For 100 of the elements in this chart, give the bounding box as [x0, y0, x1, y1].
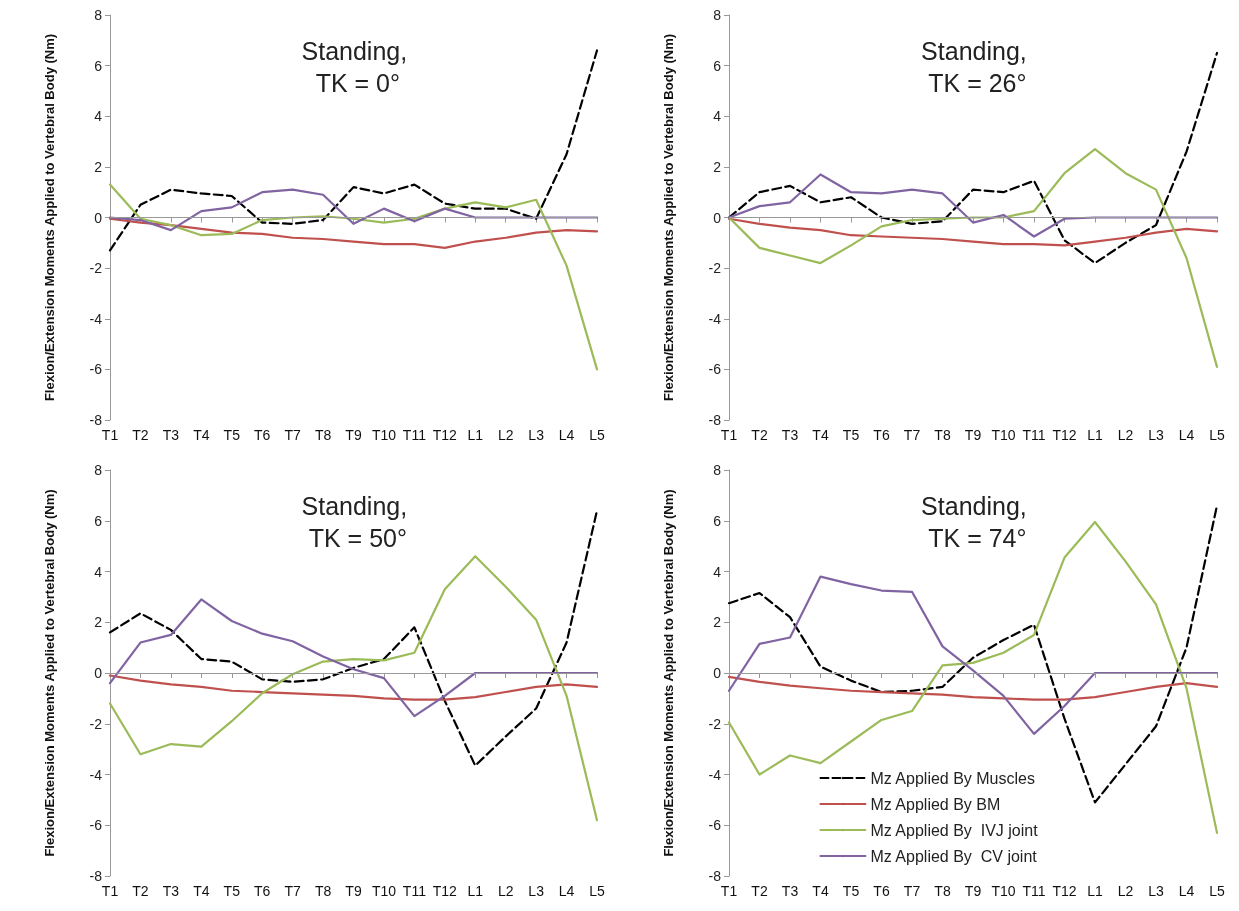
x-tick-label: T3: [781, 427, 799, 443]
x-tick-label: T8: [934, 883, 951, 899]
x-tick-label: T4: [193, 427, 210, 443]
y-tick-label: 2: [713, 614, 722, 631]
x-tick-label: T11: [1022, 427, 1046, 443]
y-tick-label: -8: [708, 868, 722, 884]
x-tick-label: T11: [1022, 883, 1046, 899]
x-tick-label: T1: [720, 883, 738, 899]
text: Standing, TK = 26°: [921, 37, 1034, 97]
y-tick-label: 6: [713, 57, 722, 74]
y-tick-label: -2: [708, 260, 722, 277]
x-tick-label: T11: [402, 883, 427, 899]
y-tick-label: -2: [708, 715, 722, 732]
y-tick-label: -8: [708, 412, 722, 428]
x-tick-label: L1: [467, 427, 484, 443]
x-tick-label: T1: [101, 883, 119, 899]
x-tick-label: T7: [903, 427, 921, 443]
x-tick-label: T12: [1052, 427, 1077, 443]
x-tick-label: T6: [873, 883, 890, 899]
y-tick-label: -8: [89, 868, 103, 884]
y-tick-label: 8: [94, 7, 103, 23]
x-tick-label: T12: [1052, 883, 1077, 899]
x-tick-label: T2: [751, 883, 768, 899]
x-tick-label: T7: [284, 883, 301, 899]
x-tick-label: L4: [558, 427, 575, 443]
x-tick-label: T9: [964, 427, 982, 443]
x-tick-label: L5: [589, 427, 605, 443]
text: Standing, TK = 0°: [301, 37, 415, 97]
x-tick-label: T5: [223, 427, 241, 443]
x-tick-label: T10: [371, 427, 397, 443]
x-tick-label: T5: [842, 883, 860, 899]
x-tick-label: L2: [1117, 427, 1134, 443]
x-tick-label: T12: [432, 883, 458, 899]
y-tick-label: 0: [94, 665, 103, 681]
text: Standing, TK = 50°: [301, 492, 415, 552]
x-tick-label: T6: [254, 883, 271, 899]
x-tick-label: T2: [132, 427, 149, 443]
x-tick-label: T1: [720, 427, 738, 443]
y-tick-label: 6: [94, 512, 103, 529]
y-tick-label: 8: [713, 462, 722, 478]
x-tick-label: L3: [1148, 883, 1164, 899]
x-tick-label: T7: [903, 883, 921, 899]
y-tick-label: -6: [708, 361, 722, 378]
x-tick-label: T7: [284, 427, 301, 443]
y-tick-label: 4: [94, 108, 103, 125]
x-tick-label: L3: [528, 883, 545, 899]
x-tick-label: L3: [528, 427, 545, 443]
y-tick-label: 4: [94, 563, 103, 580]
legend-label: Mz Applied By IVJ joint: [870, 821, 1039, 839]
x-tick-label: T8: [314, 427, 332, 443]
y-tick-label: -6: [89, 817, 103, 834]
x-tick-label: T9: [345, 883, 362, 899]
x-tick-label: L4: [1178, 427, 1195, 443]
x-tick-label: T1: [101, 427, 119, 443]
x-tick-label: T10: [991, 427, 1016, 443]
x-tick-label: T9: [964, 883, 982, 899]
x-tick-label: T8: [314, 883, 332, 899]
y-tick-label: 2: [94, 158, 103, 175]
x-tick-label: L2: [1117, 883, 1134, 899]
y-tick-label: -4: [89, 310, 103, 327]
x-tick-label: T8: [934, 427, 951, 443]
y-axis-title: Flexion/Extension Moments Applied to Vertebral Body (Nm): [42, 33, 57, 402]
y-tick-label: 4: [713, 563, 722, 580]
y-tick-label: -4: [89, 766, 103, 783]
y-tick-label: -6: [708, 817, 722, 834]
y-axis-title: Flexion/Extension Moments Applied to Vertebral Body (Nm): [42, 489, 57, 857]
x-tick-label: L4: [1178, 883, 1195, 899]
x-tick-label: L1: [467, 883, 484, 899]
x-tick-label: L5: [589, 883, 605, 899]
y-tick-label: 0: [713, 665, 722, 681]
x-tick-label: L2: [497, 427, 514, 443]
x-tick-label: T10: [371, 883, 397, 899]
x-tick-label: T9: [345, 427, 362, 443]
x-tick-label: T5: [842, 427, 860, 443]
y-tick-label: 8: [713, 7, 722, 23]
x-tick-label: T4: [812, 427, 829, 443]
y-tick-label: 0: [94, 209, 103, 226]
y-tick-label: -2: [89, 715, 103, 732]
y-tick-label: -8: [89, 412, 103, 428]
legend-label: Mz Applied By Muscles: [870, 769, 1035, 787]
legend-label: Mz Applied By BM: [870, 795, 1001, 813]
y-axis-title: Flexion/Extension Moments Applied to Vertebral Body (Nm): [661, 33, 676, 402]
x-tick-label: T2: [751, 427, 768, 443]
y-tick-label: 6: [713, 512, 722, 529]
x-tick-label: T6: [873, 427, 890, 443]
x-tick-label: T3: [781, 883, 799, 899]
x-tick-label: L3: [1148, 427, 1164, 443]
y-tick-label: 8: [94, 462, 103, 478]
x-tick-label: L5: [1209, 883, 1225, 899]
y-tick-label: 6: [94, 57, 103, 74]
text: Standing, TK = 74°: [921, 492, 1034, 552]
x-tick-label: T11: [402, 427, 427, 443]
x-tick-label: L1: [1087, 883, 1103, 899]
x-tick-label: L5: [1209, 427, 1225, 443]
x-tick-label: T5: [223, 883, 241, 899]
y-tick-label: -4: [708, 310, 722, 327]
x-tick-label: T3: [162, 427, 180, 443]
x-tick-label: L2: [497, 883, 514, 899]
x-tick-label: T10: [991, 883, 1016, 899]
y-tick-label: 4: [713, 108, 722, 125]
